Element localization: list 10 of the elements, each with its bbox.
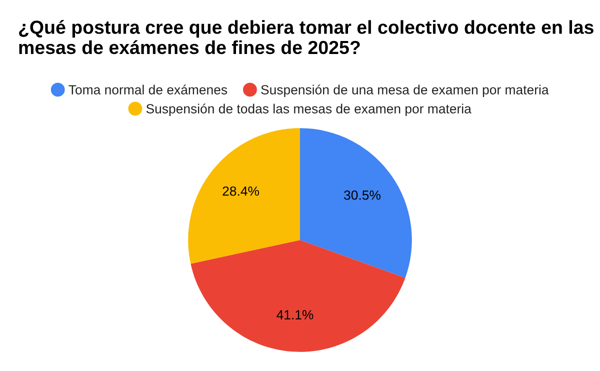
legend-label: Suspensión de una mesa de examen por materia [261, 84, 549, 98]
pie-slice [188, 128, 300, 264]
pie-slice [190, 240, 406, 352]
data-label: 41.1% [276, 310, 314, 320]
chart-title: ¿Qué postura cree que debiera tomar el colectivo docente en las mesas de exámenes de fines de 2025? [19, 20, 594, 54]
data-label: 28.4% [222, 186, 260, 196]
data-label: 30.5% [344, 190, 380, 200]
pie-slice [300, 128, 412, 278]
legend-label: Toma normal de exámenes [68, 84, 228, 94]
legend-label: Suspensión de todas las mesas de examen por materia [146, 104, 472, 116]
